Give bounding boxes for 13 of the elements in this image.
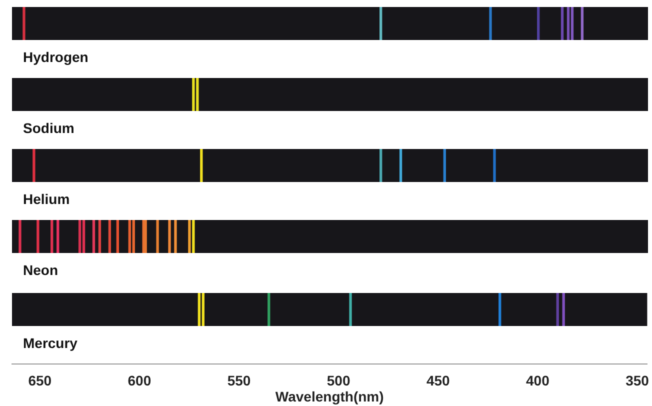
x-tick-label: 650 — [28, 372, 52, 388]
x-tick-label: 500 — [326, 372, 350, 388]
x-tick-label: 450 — [426, 372, 450, 388]
x-tick-label: 550 — [227, 372, 251, 388]
text: Sodium — [23, 120, 74, 136]
text: Mercury — [23, 334, 78, 351]
x-tick-label: 400 — [526, 372, 550, 388]
text: Neon — [23, 262, 58, 278]
text: Hydrogen — [23, 48, 88, 65]
x-axis-title: Wavelength(nm) — [275, 388, 384, 404]
x-tick-label: 600 — [128, 372, 152, 388]
x-tick-label: 350 — [626, 372, 650, 388]
text: Helium — [23, 190, 70, 207]
